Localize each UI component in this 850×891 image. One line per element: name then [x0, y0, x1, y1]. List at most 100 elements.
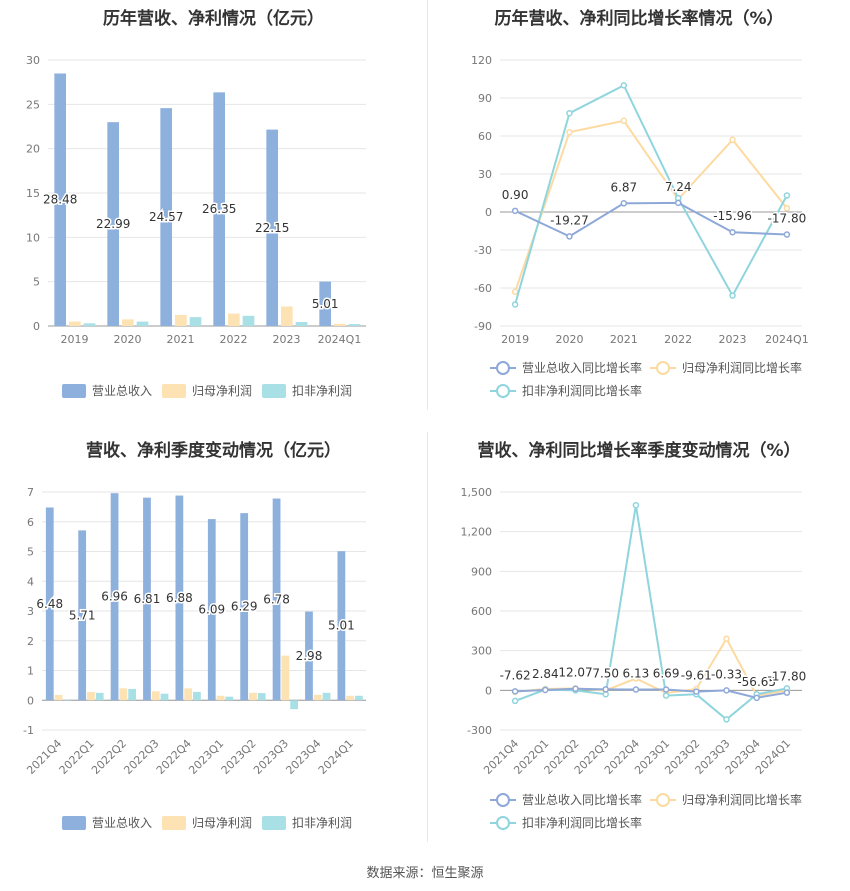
- chart-title: 营收、净利同比增长率季度变动情况（%）: [477, 441, 801, 461]
- point-parent-profit-growth: [620, 117, 628, 125]
- bar-deducted-profit: [136, 321, 149, 326]
- point-deducted-profit-growth: [723, 716, 730, 723]
- annual-revenue-bar-chart: 0 5 10 15 20 25 30 2019 2020 2021 2022 2023 2024Q1 28…: [26, 54, 366, 398]
- y-tick-label: 600: [471, 605, 492, 618]
- quarterly-growth-line-chart: -30003006009001,2001,5002021Q42022Q12022…: [461, 486, 808, 830]
- legend-label: 扣非净利润: [292, 816, 352, 830]
- point-deducted-profit-growth: [783, 192, 791, 199]
- data-label: 6.09: [198, 603, 225, 617]
- x-tick-label: 2022Q1: [57, 737, 97, 777]
- bar-parent-profit: [151, 691, 160, 701]
- data-label: 7.50: [592, 666, 619, 680]
- point-parent-profit-growth: [729, 136, 736, 144]
- bar-revenue: [319, 281, 332, 326]
- line-parent-profit-growth: [514, 119, 788, 293]
- y-tick-label: 3: [27, 605, 34, 618]
- x-tick-label: 2023Q4: [283, 737, 323, 777]
- point-parent-profit-growth: [632, 675, 640, 682]
- legend-swatch: [162, 384, 186, 398]
- bar-parent-profit: [346, 695, 355, 701]
- y-tick-label: 0: [485, 684, 492, 697]
- x-tick-label: 2021: [167, 333, 195, 346]
- x-tick-label: 2022: [220, 333, 248, 346]
- annual-growth-line-chart: -90 -60 -30 0 30 60 90 120 2019 2020 2021 2022 2023 2…: [471, 54, 809, 398]
- chart-title: 营收、净利季度变动情况（亿元）: [86, 441, 341, 461]
- y-tick-label: 1,200: [461, 526, 493, 539]
- point-deducted-profit-growth: [511, 301, 519, 308]
- x-tick-label: 2024Q1: [316, 737, 356, 777]
- point-revenue-growth: [511, 688, 519, 695]
- y-tick-label: 2: [27, 635, 34, 648]
- legend-label: 扣非净利润同比增长率: [522, 815, 642, 830]
- data-label: 5.71: [69, 608, 96, 622]
- data-label: 5.01: [312, 297, 339, 311]
- bar-parent-profit: [87, 691, 95, 701]
- bar-deducted-profit: [160, 693, 169, 701]
- legend-swatch: [262, 816, 286, 830]
- point-deducted-profit-growth: [566, 109, 573, 117]
- data-label: -19.27: [550, 213, 589, 227]
- y-tick-label: 0: [27, 694, 34, 707]
- data-label: 6.78: [263, 592, 290, 606]
- vertical-divider: [427, 0, 428, 410]
- point-revenue-growth: [674, 199, 682, 207]
- y-tick-label: 15: [26, 187, 40, 200]
- x-tick-label: 2023Q2: [219, 737, 259, 777]
- bar-revenue: [337, 551, 346, 701]
- point-parent-profit-growth: [783, 204, 791, 212]
- legend-label: 营业总收入同比增长率: [522, 792, 642, 807]
- data-label: 6.29: [231, 600, 258, 614]
- point-revenue-growth: [783, 689, 791, 696]
- bar-parent-profit: [281, 655, 290, 701]
- y-tick-label: 60: [478, 130, 492, 143]
- line-revenue-growth: [515, 687, 788, 699]
- point-revenue-growth: [662, 686, 670, 693]
- x-tick-label: 2021Q4: [24, 737, 64, 777]
- data-label: 2.98: [296, 649, 323, 663]
- y-tick-label: 90: [478, 92, 492, 105]
- data-label: 6.48: [36, 597, 63, 611]
- y-tick-label: -60: [474, 282, 492, 295]
- data-label: -15.96: [713, 209, 752, 223]
- point-revenue-growth: [632, 686, 640, 693]
- x-tick-label: 2022Q2: [89, 737, 129, 777]
- annual-growth-chart-panel: 历年营收、净利同比增长率情况（%） -90 -60 -30 0 30 60 90 120 201…: [428, 0, 850, 410]
- bar-revenue: [78, 530, 87, 701]
- data-label: 24.57: [149, 210, 183, 224]
- y-tick-label: 10: [26, 231, 40, 244]
- quarterly-revenue-chart-panel: 营收、净利季度变动情况（亿元） -1 0 1 2 3 4 5 6 7 2021Q4 2022Q1 20…: [0, 432, 427, 852]
- bar-revenue: [266, 129, 279, 326]
- legend-swatch-marker: [656, 361, 670, 375]
- bar-revenue: [305, 611, 313, 701]
- bar-parent-profit: [175, 314, 187, 326]
- y-tick-label: 900: [471, 565, 492, 578]
- legend-label: 营业总收入: [92, 384, 152, 398]
- point-revenue-growth: [602, 686, 609, 693]
- x-tick-label: 2021: [610, 333, 638, 346]
- bar-parent-profit: [54, 694, 63, 701]
- y-tick-label: -1: [23, 724, 34, 737]
- y-tick-label: 20: [26, 143, 40, 156]
- bar-revenue: [240, 513, 249, 701]
- y-tick-label: 25: [26, 98, 40, 111]
- bar-deducted-profit: [128, 688, 137, 701]
- x-tick-label: 2023Q3: [251, 737, 291, 777]
- x-tick-label: 2023Q1: [186, 737, 226, 777]
- quarterly-revenue-bar-chart: -1 0 1 2 3 4 5 6 7 2021Q42022Q12022Q22022Q32022Q4…: [23, 486, 366, 830]
- legend-swatch: [62, 816, 86, 830]
- bar-parent-profit: [119, 688, 128, 701]
- y-tick-label: -300: [467, 724, 492, 737]
- legend-swatch-marker: [496, 384, 510, 398]
- x-tick-label: 2019: [501, 333, 529, 346]
- data-label: 5.01: [328, 619, 355, 633]
- y-tick-label: 5: [27, 546, 34, 559]
- data-label: 6.87: [610, 180, 637, 194]
- data-label: -9.61: [681, 669, 712, 683]
- x-tick-label: 2024Q1: [765, 333, 809, 346]
- legend-label: 扣非净利润: [292, 384, 352, 398]
- y-tick-label: -90: [474, 320, 492, 333]
- bar-revenue: [45, 507, 54, 701]
- data-label: 22.99: [96, 217, 130, 231]
- bar-deducted-profit: [355, 695, 363, 701]
- y-tick-label: 30: [26, 54, 40, 67]
